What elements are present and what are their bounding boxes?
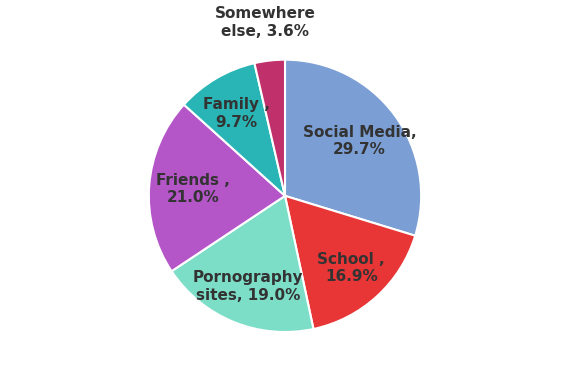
Wedge shape [285,60,421,236]
Wedge shape [254,60,285,196]
Wedge shape [184,63,285,196]
Text: School ,
16.9%: School , 16.9% [317,252,385,284]
Wedge shape [285,196,415,329]
Wedge shape [149,104,285,271]
Text: Pornography
sites, 19.0%: Pornography sites, 19.0% [193,270,303,303]
Text: Somewhere
else, 3.6%: Somewhere else, 3.6% [215,6,316,39]
Text: Family ,
9.7%: Family , 9.7% [203,97,270,130]
Wedge shape [172,196,314,332]
Text: Social Media,
29.7%: Social Media, 29.7% [303,125,416,157]
Text: Friends ,
21.0%: Friends , 21.0% [156,173,230,205]
